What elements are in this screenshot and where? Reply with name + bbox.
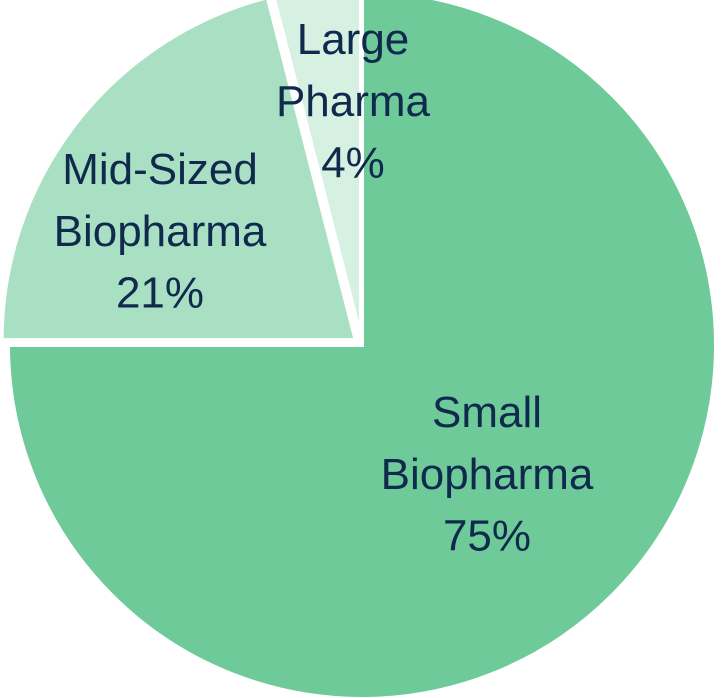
- pie-slice: [0, 0, 359, 343]
- slice-label: Mid-Sized Biopharma: [54, 145, 267, 256]
- slice-label-line: Pharma: [276, 77, 431, 126]
- pie-slice: [5, 0, 718, 698]
- slice-label-line: Small: [432, 388, 542, 437]
- slice-label: Large Pharma: [276, 15, 431, 126]
- pie-slice: [272, 0, 364, 339]
- slice-label-line: Large: [297, 15, 410, 64]
- slice-value-label: 21%: [116, 269, 204, 318]
- slice-label: Small Biopharma: [381, 388, 594, 499]
- slice-value-label: 4%: [321, 139, 385, 188]
- slice-label-line: Mid-Sized: [62, 145, 258, 194]
- slice-value-label: 75%: [443, 512, 531, 561]
- slice-label-line: Biopharma: [54, 207, 267, 256]
- slice-label-line: Biopharma: [381, 450, 594, 499]
